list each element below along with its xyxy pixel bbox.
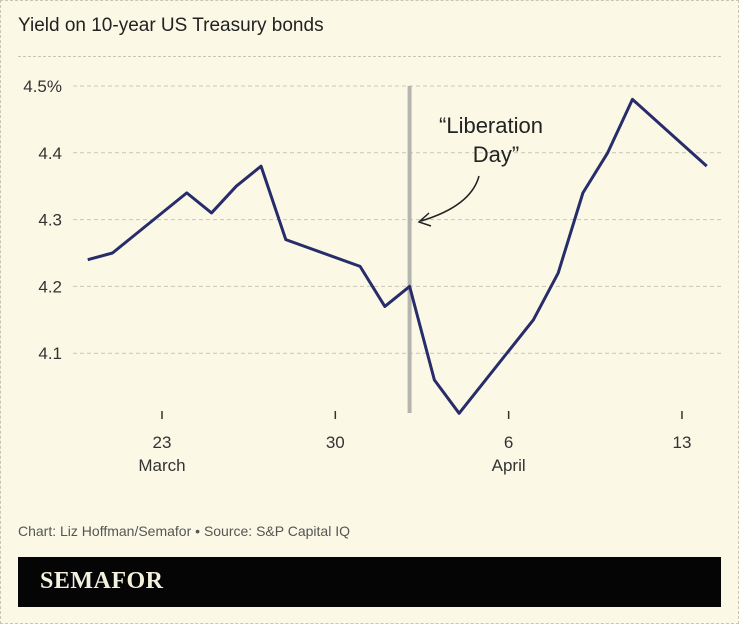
arrowhead-icon bbox=[417, 212, 432, 227]
divider bbox=[18, 56, 721, 57]
x-month-label: April bbox=[492, 456, 526, 475]
x-tick-label: 13 bbox=[672, 433, 691, 452]
x-month-label: March bbox=[138, 456, 185, 475]
x-tick-label: 6 bbox=[504, 433, 513, 452]
line-chart: 4.5% 4.4 4.3 4.2 4.1 23 March 30 6 April 13 “Libera… bbox=[23, 77, 723, 475]
y-tick-label: 4.1 bbox=[38, 344, 62, 363]
y-tick-label: 4.2 bbox=[38, 277, 62, 296]
semafor-logo: SEMAFOR bbox=[40, 568, 164, 594]
x-tick-label: 23 bbox=[153, 433, 172, 452]
annotation-label: Day” bbox=[473, 142, 519, 167]
y-tick-label: 4.5% bbox=[23, 77, 62, 96]
chart-title: Yield on 10-year US Treasury bonds bbox=[18, 15, 324, 36]
y-tick-label: 4.3 bbox=[38, 211, 62, 230]
y-tick-label: 4.4 bbox=[38, 144, 62, 163]
annotation-label: “Liberation bbox=[439, 113, 543, 138]
source-credit: Chart: Liz Hoffman/Semafor • Source: S&P… bbox=[18, 523, 350, 539]
series-line bbox=[87, 97, 708, 415]
x-tick-label: 30 bbox=[326, 433, 345, 452]
footer-bar: SEMAFOR bbox=[18, 557, 721, 607]
annotation-arrow bbox=[420, 175, 480, 222]
